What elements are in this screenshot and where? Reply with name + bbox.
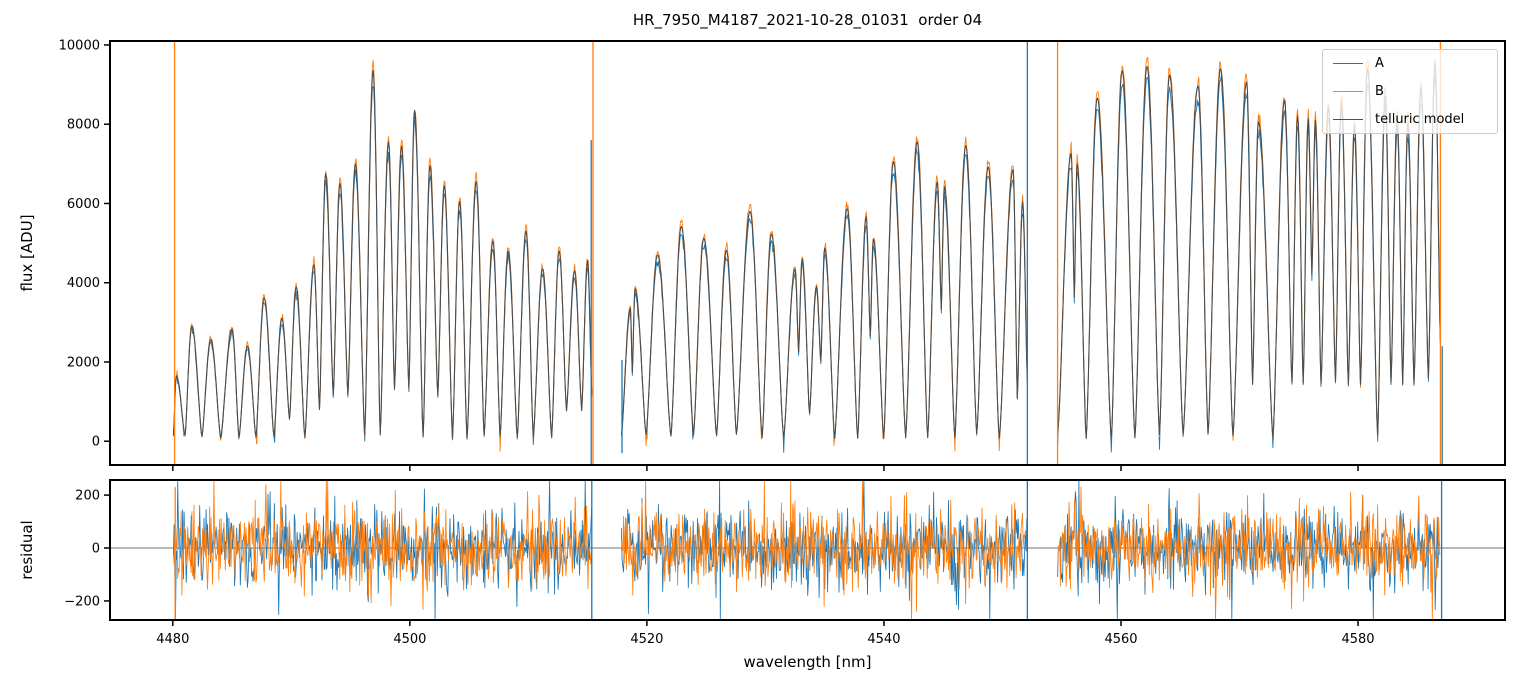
- legend-line-telluric-icon: [1333, 119, 1363, 120]
- residual-tick-label: 200: [75, 489, 100, 504]
- plot-title: HR_7950_M4187_2021-10-28_01031 order 04: [632, 11, 983, 29]
- x-tick-label: 4560: [1104, 632, 1137, 647]
- residual-axis-label: residual: [18, 520, 36, 580]
- legend-label-a: A: [1375, 56, 1384, 71]
- legend-entry-b: B: [1333, 85, 1487, 98]
- legend-entry-a: A: [1333, 57, 1487, 70]
- x-tick-label: 4500: [393, 632, 426, 647]
- x-tick-label: 4480: [156, 632, 189, 647]
- legend-label-b: B: [1375, 84, 1384, 99]
- residual-tick-label: 0: [92, 542, 100, 557]
- legend-entry-telluric-model: telluric model: [1333, 113, 1487, 126]
- flux-tick-label: 10000: [59, 38, 100, 53]
- flux-tick-label: 0: [92, 435, 100, 450]
- legend-line-a-icon: [1333, 63, 1363, 64]
- flux-panel-frame: [109, 40, 1506, 466]
- flux-tick-label: 2000: [67, 355, 100, 370]
- x-tick-label: 4540: [867, 632, 900, 647]
- legend-label-telluric: telluric model: [1375, 112, 1465, 127]
- x-axis-label: wavelength [nm]: [743, 653, 872, 671]
- x-tick-label: 4580: [1341, 632, 1374, 647]
- flux-panel-data: [172, 41, 1443, 465]
- residual-panel-data: [110, 480, 1505, 620]
- residual-tick-label: −200: [64, 594, 100, 609]
- legend: A B telluric model: [1322, 49, 1498, 134]
- x-tick-label: 4520: [630, 632, 663, 647]
- flux-axis-label: flux [ADU]: [18, 214, 36, 292]
- flux-tick-label: 4000: [67, 276, 100, 291]
- flux-tick-label: 6000: [67, 197, 100, 212]
- legend-line-b-icon: [1333, 91, 1363, 92]
- residual-panel-frame: [109, 479, 1506, 621]
- flux-tick-label: 8000: [67, 118, 100, 133]
